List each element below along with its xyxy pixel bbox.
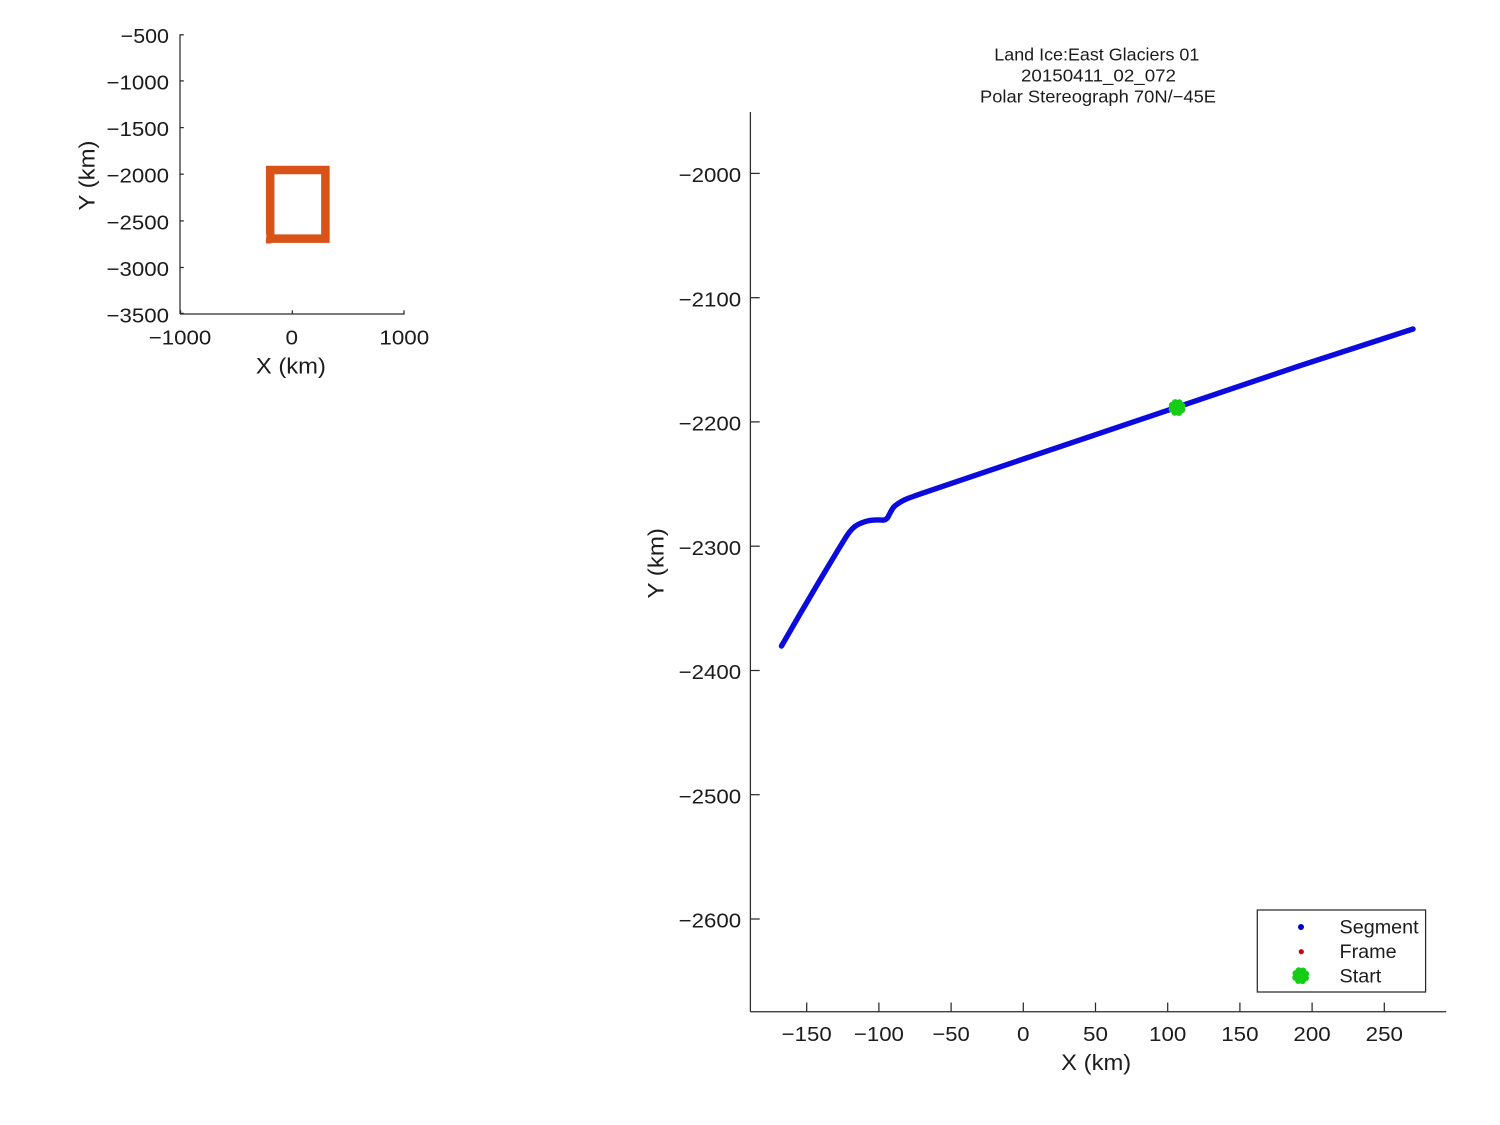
svg-text:1000: 1000 — [379, 327, 429, 350]
svg-text:−2000: −2000 — [679, 164, 742, 187]
svg-text:−3000: −3000 — [107, 258, 170, 281]
svg-text:250: 250 — [1366, 1023, 1403, 1046]
svg-text:−1000: −1000 — [107, 71, 170, 94]
svg-text:Y (km): Y (km) — [644, 528, 669, 598]
svg-text:−500: −500 — [121, 25, 169, 48]
svg-text:Land Ice:East Glaciers 01: Land Ice:East Glaciers 01 — [994, 45, 1199, 65]
svg-text:Start: Start — [1340, 966, 1382, 988]
svg-text:−100: −100 — [854, 1023, 904, 1046]
svg-text:Polar Stereograph 70N/−45E: Polar Stereograph 70N/−45E — [980, 87, 1216, 107]
svg-text:200: 200 — [1293, 1023, 1330, 1046]
svg-text:−1000: −1000 — [149, 327, 212, 350]
svg-text:−50: −50 — [932, 1023, 969, 1046]
svg-text:−2000: −2000 — [107, 165, 170, 188]
svg-text:−2500: −2500 — [107, 211, 170, 234]
svg-text:0: 0 — [1017, 1023, 1030, 1046]
svg-text:150: 150 — [1221, 1023, 1258, 1046]
svg-text:−2200: −2200 — [679, 413, 742, 436]
svg-text:X (km): X (km) — [256, 354, 326, 379]
svg-text:Segment: Segment — [1340, 917, 1420, 939]
svg-text:−2400: −2400 — [679, 661, 742, 684]
svg-text:Y (km): Y (km) — [75, 141, 100, 211]
svg-text:X (km): X (km) — [1061, 1050, 1131, 1075]
svg-text:Frame: Frame — [1340, 941, 1397, 963]
svg-text:−2100: −2100 — [679, 288, 742, 311]
svg-text:−2500: −2500 — [679, 785, 742, 808]
svg-text:−2600: −2600 — [679, 910, 742, 933]
svg-text:20150411_02_072: 20150411_02_072 — [1021, 66, 1176, 87]
svg-text:−1500: −1500 — [107, 118, 170, 141]
svg-text:0: 0 — [286, 327, 299, 350]
svg-text:100: 100 — [1149, 1023, 1186, 1046]
svg-text:−150: −150 — [782, 1023, 832, 1046]
svg-text:−2300: −2300 — [679, 537, 742, 560]
svg-text:−3500: −3500 — [107, 305, 170, 328]
svg-text:50: 50 — [1083, 1023, 1108, 1046]
